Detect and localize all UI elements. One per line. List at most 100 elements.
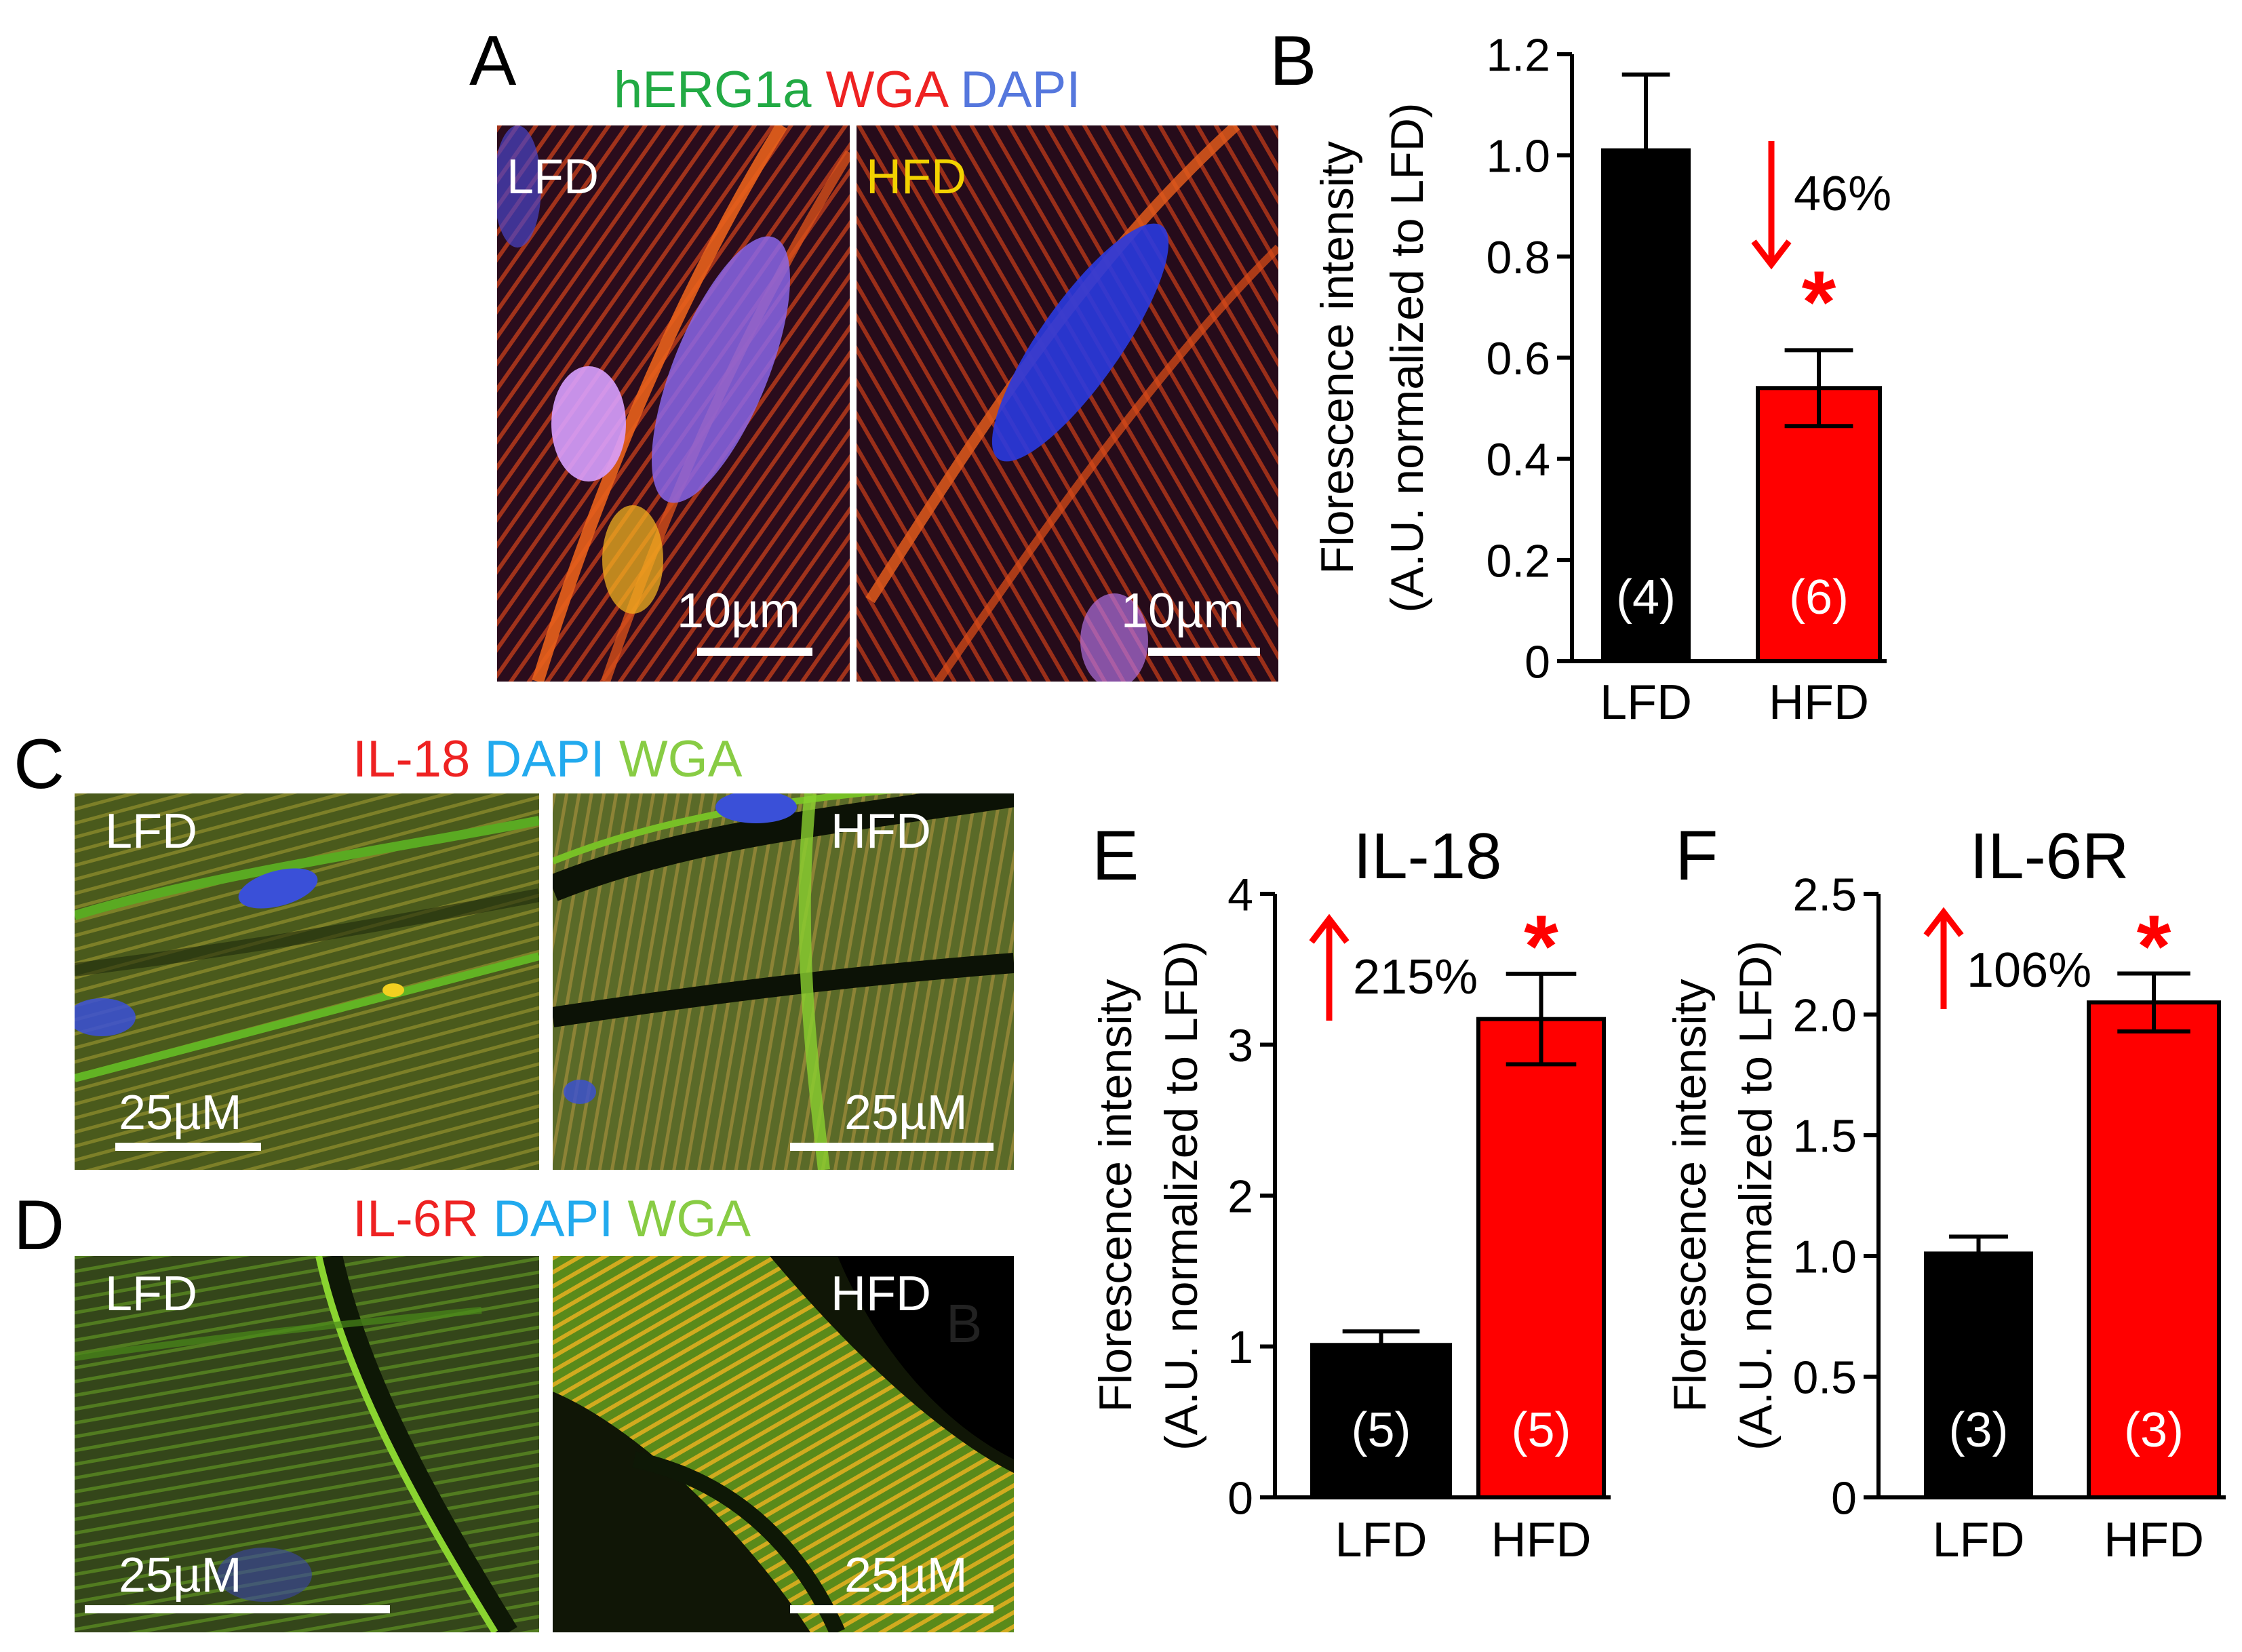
chart-f-change-arrow-head — [1923, 907, 1964, 937]
scale-bar-a-hfd — [1148, 648, 1260, 656]
chart-b-y-axis-label: (A.U. normalized to LFD) — [1381, 103, 1433, 613]
chart-f-n-label: (3) — [1949, 1403, 2009, 1457]
panel-letter-c: C — [14, 725, 65, 804]
panel-a-stain-legend: hERG1a WGA DAPI — [614, 64, 1081, 116]
panel-letter-f: F — [1675, 817, 1718, 895]
chart-b-y-tick-label: 0.6 — [1486, 333, 1550, 385]
panel-d-stain-legend: IL-6R DAPI WGA — [353, 1194, 751, 1245]
legend-wga: WGA — [618, 730, 743, 788]
chart-e-category-label: LFD — [1335, 1513, 1427, 1567]
chart-e-category-label: HFD — [1491, 1513, 1592, 1567]
chart-b-n-label: (6) — [1789, 570, 1849, 625]
scale-text-c-hfd: 25µM — [844, 1086, 968, 1140]
micrograph-a-hfd: HFD 10µm — [857, 125, 1278, 682]
chart-b-y-tick-label: 1.0 — [1486, 131, 1550, 182]
legend-dapi: DAPI — [492, 1190, 614, 1248]
scale-text-a-hfd: 10µm — [1121, 584, 1244, 638]
micrograph-a-lfd-image — [497, 125, 850, 682]
micrograph-d-lfd-label: LFD — [105, 1267, 198, 1321]
legend-wga: WGA — [825, 61, 946, 119]
scale-text-d-lfd: 25µM — [119, 1548, 242, 1602]
chart-e-n-label: (5) — [1352, 1403, 1411, 1457]
chart-f-y-tick-label: 2.0 — [1792, 989, 1857, 1041]
chart-f-n-label: (3) — [2124, 1403, 2184, 1457]
scale-text-d-hfd: 25µM — [844, 1548, 968, 1602]
chart-f-category-label: HFD — [2104, 1513, 2204, 1567]
micrograph-c-lfd: LFD 25µM — [75, 793, 539, 1170]
chart-f-y-axis-label: (A.U. normalized to LFD) — [1730, 941, 1782, 1451]
chart-b-n-label: (4) — [1616, 570, 1676, 625]
chart-e-y-tick-label: 4 — [1227, 869, 1253, 920]
chart-e-y-tick-label: 0 — [1227, 1472, 1253, 1524]
legend-wga: WGA — [627, 1190, 751, 1248]
legend-herg1a: hERG1a — [614, 61, 812, 119]
micrograph-c-lfd-label: LFD — [105, 804, 198, 859]
micrograph-c-hfd-image — [553, 793, 1014, 1170]
scale-text-a-lfd: 10µm — [677, 584, 800, 638]
chart-b-y-tick-label: 1.2 — [1486, 29, 1550, 81]
chart-e-change-percent: 215% — [1353, 950, 1478, 1004]
micrograph-c-hfd: HFD 25µM — [553, 793, 1014, 1170]
chart-f-category-label: LFD — [1932, 1513, 2024, 1567]
micrograph-c-hfd-label: HFD — [831, 804, 931, 859]
chart-b-change-percent: 46% — [1794, 167, 1891, 221]
chart-e-change-arrow-head — [1309, 913, 1350, 944]
legend-dapi: DAPI — [960, 61, 1081, 119]
chart-f-y-tick-label: 0 — [1831, 1472, 1857, 1524]
micrograph-d-hfd: HFD B 25µM — [553, 1256, 1014, 1632]
chart-e-y-tick-label: 3 — [1227, 1020, 1253, 1071]
chart-e-y-axis-label: (A.U. normalized to LFD) — [1156, 941, 1207, 1451]
chart-b-y-tick-label: 0.2 — [1486, 535, 1550, 587]
chart-e-significance-star: * — [1524, 897, 1558, 996]
scale-bar-c-hfd — [790, 1143, 994, 1151]
chart-b-significance-star: * — [1802, 252, 1836, 351]
chart-f-y-tick-label: 0.5 — [1792, 1352, 1857, 1403]
chart-b-category-label: LFD — [1600, 675, 1692, 730]
chart-f-y-tick-label: 2.5 — [1792, 869, 1857, 920]
scale-bar-c-lfd — [115, 1143, 261, 1151]
micrograph-d-hfd-label: HFD — [831, 1267, 931, 1321]
micrograph-a-hfd-label: HFD — [866, 150, 966, 204]
chart-e-n-label: (5) — [1512, 1403, 1571, 1457]
chart-f-y-tick-label: 1.0 — [1792, 1231, 1857, 1282]
scale-text-c-lfd: 25µM — [119, 1086, 242, 1140]
chart-f-significance-star: * — [2137, 897, 2171, 996]
chart-b-y-axis-label: Florescence intensity — [1312, 141, 1363, 574]
chart-b-y-tick-label: 0 — [1525, 636, 1550, 688]
chart-e-bar-hfd — [1476, 1017, 1606, 1500]
chart-b-category-label: HFD — [1769, 675, 1869, 730]
micrograph-d-lfd-image — [75, 1256, 539, 1632]
chart-f-y-tick-label: 1.5 — [1792, 1110, 1857, 1162]
panel-letter-a: A — [469, 22, 517, 100]
chart-f-change-percent: 106% — [1967, 943, 2091, 998]
chart-f-title: IL-6R — [1970, 820, 2129, 892]
panel-letter-d: D — [14, 1186, 65, 1265]
chart-e-title: IL-18 — [1354, 820, 1502, 892]
micrograph-a-lfd-label: LFD — [507, 150, 599, 204]
legend-il18: IL-18 — [353, 730, 471, 788]
chart-e-y-tick-label: 1 — [1227, 1322, 1253, 1373]
panel-letter-e: E — [1092, 817, 1139, 895]
panel-letter-b: B — [1270, 22, 1317, 100]
scale-bar-a-lfd — [697, 648, 812, 656]
scale-bar-d-hfd — [790, 1605, 994, 1613]
micrograph-a-hfd-image — [857, 125, 1278, 682]
panel-c-stain-legend: IL-18 DAPI WGA — [353, 734, 742, 785]
legend-dapi: DAPI — [484, 730, 605, 788]
micrograph-a-lfd: LFD 10µm — [497, 125, 850, 682]
micrograph-d-lfd: LFD 25µM — [75, 1256, 539, 1632]
chart-b-change-arrow-head — [1751, 239, 1792, 270]
chart-b-y-tick-label: 0.4 — [1486, 434, 1550, 486]
chart-f-y-axis-label: Florescence intensity — [1664, 979, 1716, 1413]
scale-bar-d-lfd — [85, 1605, 390, 1613]
chart-e-y-tick-label: 2 — [1227, 1171, 1253, 1222]
chart-f-bar-lfd — [1924, 1251, 2033, 1499]
chart-b-y-tick-label: 0.8 — [1486, 232, 1550, 283]
micrograph-d-hfd-stray-letter: B — [946, 1293, 983, 1354]
legend-il6r: IL-6R — [353, 1190, 479, 1248]
chart-e-y-axis-label: Florescence intensity — [1090, 979, 1141, 1413]
micrograph-c-lfd-image — [75, 793, 539, 1170]
